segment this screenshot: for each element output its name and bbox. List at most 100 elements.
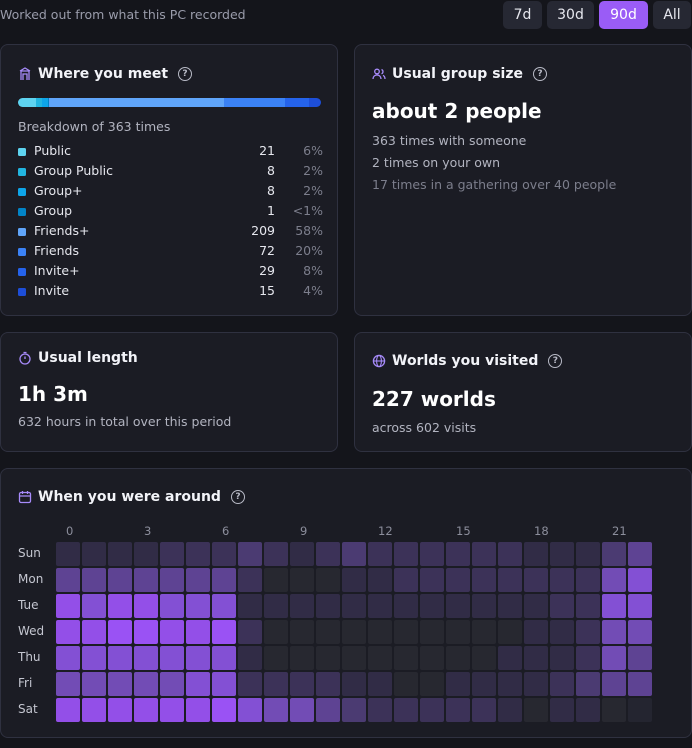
heatmap-cell[interactable] — [186, 542, 210, 566]
heatmap-cell[interactable] — [576, 672, 600, 696]
heatmap-cell[interactable] — [446, 620, 470, 644]
heatmap-cell[interactable] — [56, 594, 80, 618]
heatmap-cell[interactable] — [550, 646, 574, 670]
heatmap-cell[interactable] — [264, 542, 288, 566]
heatmap-cell[interactable] — [56, 646, 80, 670]
heatmap-cell[interactable] — [134, 646, 158, 670]
heatmap-cell[interactable] — [420, 620, 444, 644]
heatmap-cell[interactable] — [368, 646, 392, 670]
heatmap-cell[interactable] — [238, 542, 262, 566]
heatmap-cell[interactable] — [446, 646, 470, 670]
heatmap-cell[interactable] — [186, 594, 210, 618]
help-icon[interactable]: ? — [230, 490, 245, 504]
heatmap-cell[interactable] — [576, 646, 600, 670]
heatmap-cell[interactable] — [550, 594, 574, 618]
heatmap-cell[interactable] — [524, 698, 548, 722]
heatmap-cell[interactable] — [394, 568, 418, 592]
heatmap-cell[interactable] — [316, 542, 340, 566]
heatmap-cell[interactable] — [576, 594, 600, 618]
heatmap-cell[interactable] — [186, 568, 210, 592]
heatmap-cell[interactable] — [472, 672, 496, 696]
heatmap-cell[interactable] — [342, 698, 366, 722]
heatmap-cell[interactable] — [446, 698, 470, 722]
heatmap-cell[interactable] — [342, 646, 366, 670]
heatmap-cell[interactable] — [290, 542, 314, 566]
heatmap-cell[interactable] — [238, 620, 262, 644]
heatmap-cell[interactable] — [524, 620, 548, 644]
heatmap-cell[interactable] — [108, 568, 132, 592]
heatmap-cell[interactable] — [108, 646, 132, 670]
heatmap-cell[interactable] — [186, 672, 210, 696]
heatmap-cell[interactable] — [524, 568, 548, 592]
heatmap-cell[interactable] — [82, 698, 106, 722]
heatmap-cell[interactable] — [290, 646, 314, 670]
help-icon[interactable]: ? — [178, 67, 193, 81]
heatmap-cell[interactable] — [134, 620, 158, 644]
heatmap-cell[interactable] — [628, 568, 652, 592]
heatmap-cell[interactable] — [472, 698, 496, 722]
heatmap-cell[interactable] — [498, 542, 522, 566]
heatmap-cell[interactable] — [212, 594, 236, 618]
heatmap-cell[interactable] — [212, 646, 236, 670]
heatmap-cell[interactable] — [82, 672, 106, 696]
help-icon[interactable]: ? — [532, 67, 547, 81]
heatmap-cell[interactable] — [82, 646, 106, 670]
heatmap-cell[interactable] — [82, 594, 106, 618]
heatmap-cell[interactable] — [56, 672, 80, 696]
heatmap-cell[interactable] — [550, 568, 574, 592]
heatmap-cell[interactable] — [628, 698, 652, 722]
heatmap-cell[interactable] — [134, 568, 158, 592]
range-button-all[interactable]: All — [653, 1, 691, 29]
heatmap-cell[interactable] — [290, 620, 314, 644]
heatmap-cell[interactable] — [602, 672, 626, 696]
heatmap-cell[interactable] — [446, 594, 470, 618]
heatmap-cell[interactable] — [56, 542, 80, 566]
heatmap-cell[interactable] — [342, 672, 366, 696]
heatmap-cell[interactable] — [264, 698, 288, 722]
heatmap-cell[interactable] — [342, 568, 366, 592]
heatmap-cell[interactable] — [316, 568, 340, 592]
heatmap-cell[interactable] — [446, 672, 470, 696]
help-icon[interactable]: ? — [548, 354, 563, 368]
heatmap-cell[interactable] — [368, 542, 392, 566]
heatmap-cell[interactable] — [290, 672, 314, 696]
heatmap-cell[interactable] — [550, 672, 574, 696]
heatmap-cell[interactable] — [576, 568, 600, 592]
heatmap-cell[interactable] — [602, 568, 626, 592]
heatmap-cell[interactable] — [264, 672, 288, 696]
heatmap-cell[interactable] — [160, 646, 184, 670]
heatmap-cell[interactable] — [628, 594, 652, 618]
heatmap-cell[interactable] — [56, 568, 80, 592]
heatmap-cell[interactable] — [394, 698, 418, 722]
heatmap-cell[interactable] — [238, 594, 262, 618]
heatmap-cell[interactable] — [420, 594, 444, 618]
heatmap-cell[interactable] — [108, 672, 132, 696]
heatmap-cell[interactable] — [108, 594, 132, 618]
heatmap-cell[interactable] — [342, 620, 366, 644]
heatmap-cell[interactable] — [394, 542, 418, 566]
heatmap-cell[interactable] — [290, 568, 314, 592]
heatmap-cell[interactable] — [160, 594, 184, 618]
heatmap-cell[interactable] — [550, 542, 574, 566]
heatmap-cell[interactable] — [602, 646, 626, 670]
heatmap-cell[interactable] — [420, 672, 444, 696]
heatmap-cell[interactable] — [82, 542, 106, 566]
heatmap-cell[interactable] — [160, 620, 184, 644]
heatmap-cell[interactable] — [108, 698, 132, 722]
heatmap-cell[interactable] — [264, 620, 288, 644]
heatmap-cell[interactable] — [472, 620, 496, 644]
heatmap-cell[interactable] — [134, 698, 158, 722]
heatmap-cell[interactable] — [134, 594, 158, 618]
heatmap-cell[interactable] — [134, 542, 158, 566]
heatmap-cell[interactable] — [472, 568, 496, 592]
heatmap-cell[interactable] — [498, 594, 522, 618]
heatmap-cell[interactable] — [264, 646, 288, 670]
heatmap-cell[interactable] — [576, 542, 600, 566]
heatmap-cell[interactable] — [498, 672, 522, 696]
heatmap-cell[interactable] — [56, 620, 80, 644]
heatmap-cell[interactable] — [108, 542, 132, 566]
heatmap-cell[interactable] — [498, 698, 522, 722]
heatmap-cell[interactable] — [524, 594, 548, 618]
heatmap-cell[interactable] — [628, 542, 652, 566]
heatmap-cell[interactable] — [524, 542, 548, 566]
